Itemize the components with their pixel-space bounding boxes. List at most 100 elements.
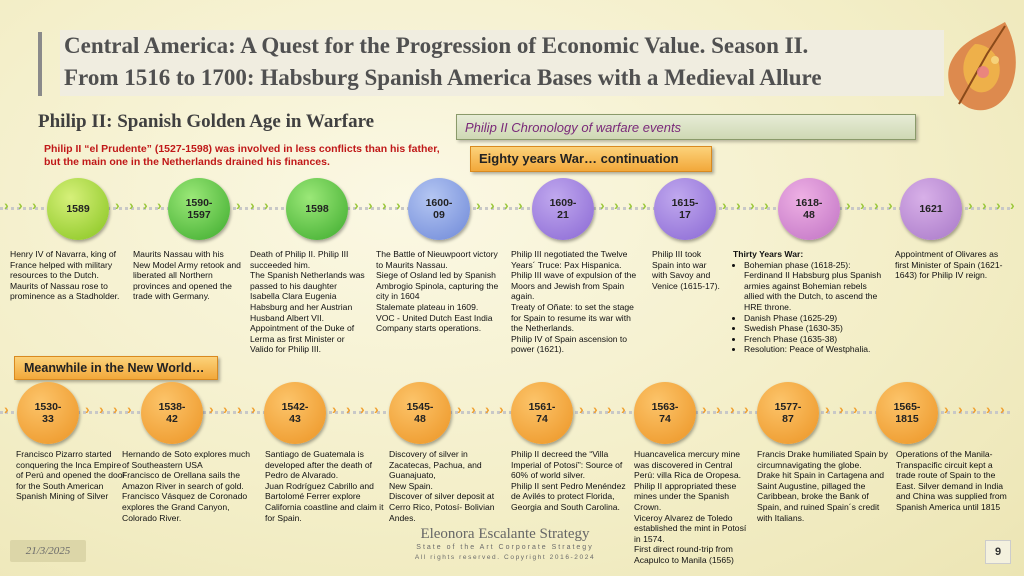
new-world-event-text: Juan Rodríguez Cabrillo and Bartolomé Fe… (265, 480, 384, 523)
europe-event-date: 1618- 48 (795, 197, 823, 221)
slide-title: Central America: A Quest for the Progres… (60, 30, 944, 96)
chevron-right-icon: › (157, 197, 162, 213)
new-world-event-text: Francisco de Orellana sails the Amazon R… (122, 470, 244, 491)
new-world-event-circle: 1563- 74 (634, 382, 696, 444)
section-subtitle: Philip II: Spanish Golden Age in Warfare (38, 111, 375, 132)
chevron-right-icon: › (825, 401, 830, 417)
europe-event-description: Philip III negotiated the Twelve Years´ … (511, 249, 643, 355)
europe-event-description: Henry IV of Navarra, king of France help… (10, 249, 122, 302)
chevron-right-icon: › (972, 401, 977, 417)
europe-event-circle: 1609- 21 (532, 178, 594, 240)
chevron-right-icon: › (982, 197, 987, 213)
new-world-banner: Meanwhile in the New World… (14, 356, 218, 380)
chevron-right-icon: › (504, 197, 509, 213)
chevron-right-icon: › (722, 197, 727, 213)
new-world-event-description: Discovery of silver in Zacatecas, Pachua… (389, 449, 507, 523)
new-world-event-circle: 1542- 43 (264, 382, 326, 444)
new-world-event-text: Huancavelica mercury mine was discovered… (634, 449, 741, 481)
brand-copyright: All rights reserved. Copyright 2016-2024 (414, 554, 596, 561)
europe-event-text: Appointment of the Duke of Lerma as firs… (250, 323, 355, 355)
new-world-event-description: Huancavelica mercury mine was discovered… (634, 449, 752, 566)
europe-event-circle: 1615- 17 (654, 178, 716, 240)
chevron-right-icon: › (143, 197, 148, 213)
europe-event-date: 1609- 21 (549, 197, 577, 221)
europe-event-description: Thirty Years War:Bohemian phase (1618-25… (733, 249, 883, 355)
new-world-event-text: Hernando de Soto explores much of Southe… (122, 449, 251, 470)
new-world-event-text: Francisco Pizarro started conquering the… (16, 449, 126, 502)
new-world-event-description: Operations of the Manila-Transpacific ci… (896, 449, 1014, 513)
new-world-timeline-line (0, 411, 1010, 414)
europe-event-bullet: Bohemian phase (1618-25): Ferdinand II H… (744, 260, 883, 313)
chevron-right-icon: › (986, 401, 991, 417)
chevron-right-icon: › (968, 197, 973, 213)
chevron-right-icon: › (396, 197, 401, 213)
chevron-right-icon: › (958, 401, 963, 417)
slide-date: 21/3/2025 (10, 540, 86, 562)
chevron-right-icon: › (614, 197, 619, 213)
new-world-event-text: Discovery of silver in Zacatecas, Pachua… (389, 449, 482, 481)
new-world-event-date: 1565- 1815 (893, 401, 921, 425)
chevron-right-icon: › (518, 197, 523, 213)
chevron-right-icon: › (730, 401, 735, 417)
new-world-event-text: Francisco Vásquez de Coronado explores t… (122, 491, 248, 523)
chevron-right-icon: › (621, 401, 626, 417)
europe-event-text: Death of Philip II. Philip III succeeded… (250, 249, 349, 270)
intro-text: Philip II “el Prudente” (1527-1598) was … (44, 143, 440, 168)
chevron-right-icon: › (18, 197, 23, 213)
title-line-1: Central America: A Quest for the Progres… (64, 33, 809, 58)
europe-event-circle: 1590- 1597 (168, 178, 230, 240)
chevron-right-icon: › (223, 401, 228, 417)
chevron-right-icon: › (944, 401, 949, 417)
chevron-right-icon: › (99, 401, 104, 417)
new-world-event-date: 1542- 43 (281, 401, 309, 425)
new-world-event-date: 1530- 33 (34, 401, 62, 425)
europe-event-bullet: Swedish Phase (1630-35) (744, 323, 883, 334)
europe-event-description: Maurits Nassau with his New Model Army r… (133, 249, 243, 302)
europe-event-circle: 1598 (286, 178, 348, 240)
europe-event-circle: 1589 (47, 178, 109, 240)
europe-event-text: The Battle of Nieuwpoort victory to Maur… (376, 249, 498, 270)
chevron-right-icon: › (996, 197, 1001, 213)
chevron-right-icon: › (250, 197, 255, 213)
chevron-right-icon: › (4, 197, 9, 213)
chevron-right-icon: › (1010, 197, 1015, 213)
new-world-event-description: Santiago de Guatemala is developed after… (265, 449, 385, 523)
chevron-right-icon: › (485, 401, 490, 417)
chevron-right-icon: › (113, 401, 118, 417)
chevron-right-icon: › (702, 401, 707, 417)
autumn-leaf-icon (948, 22, 1016, 111)
chevron-right-icon: › (368, 197, 373, 213)
chevron-right-icon: › (579, 401, 584, 417)
chevron-right-icon: › (839, 401, 844, 417)
chevron-right-icon: › (32, 197, 37, 213)
europe-event-circle: 1618- 48 (778, 178, 840, 240)
new-world-event-description: Philip II decreed the “Villa Imperial of… (511, 449, 629, 513)
chevron-right-icon: › (593, 401, 598, 417)
europe-event-date: 1598 (305, 203, 329, 215)
europe-event-circle: 1621 (900, 178, 962, 240)
page-number: 9 (985, 540, 1011, 564)
europe-event-circle: 1600- 09 (408, 178, 470, 240)
europe-event-date: 1621 (919, 203, 943, 215)
chevron-right-icon: › (736, 197, 741, 213)
chevron-right-icon: › (4, 401, 9, 417)
europe-event-text: Philip IV of Spain ascension to power (1… (511, 333, 628, 355)
new-world-event-circle: 1530- 33 (17, 382, 79, 444)
chevron-right-icon: › (476, 197, 481, 213)
europe-event-bullet: Resolution: Peace of Westphalia. (744, 344, 883, 355)
new-world-event-date: 1563- 74 (651, 401, 679, 425)
new-world-event-description: Hernando de Soto explores much of Southe… (122, 449, 258, 523)
chevron-right-icon: › (600, 197, 605, 213)
chevron-right-icon: › (607, 401, 612, 417)
new-world-event-text: Philip II decreed the “Villa Imperial of… (511, 449, 623, 481)
chevron-right-icon: › (346, 401, 351, 417)
new-world-event-date: 1545- 48 (406, 401, 434, 425)
chevron-right-icon: › (490, 197, 495, 213)
europe-event-text: VOC - United Dutch East India Company st… (376, 312, 493, 334)
brand-tagline: State of the Art Corporate Strategy (416, 544, 594, 551)
new-world-event-date: 1561- 74 (528, 401, 556, 425)
eighty-years-war-banner: Eighty years War… continuation (470, 146, 712, 172)
chevron-right-icon: › (374, 401, 379, 417)
chevron-right-icon: › (251, 401, 256, 417)
europe-event-text: Siege of Osland led by Spanish Ambrogio … (376, 270, 499, 302)
